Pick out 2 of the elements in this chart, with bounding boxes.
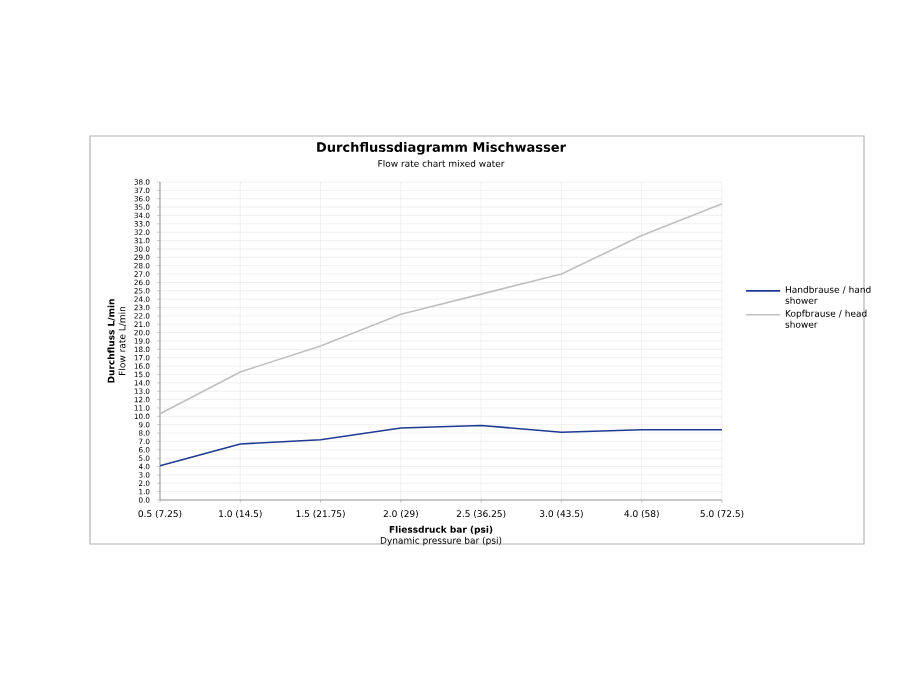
line-series xyxy=(160,424,723,467)
line-series xyxy=(160,202,723,415)
